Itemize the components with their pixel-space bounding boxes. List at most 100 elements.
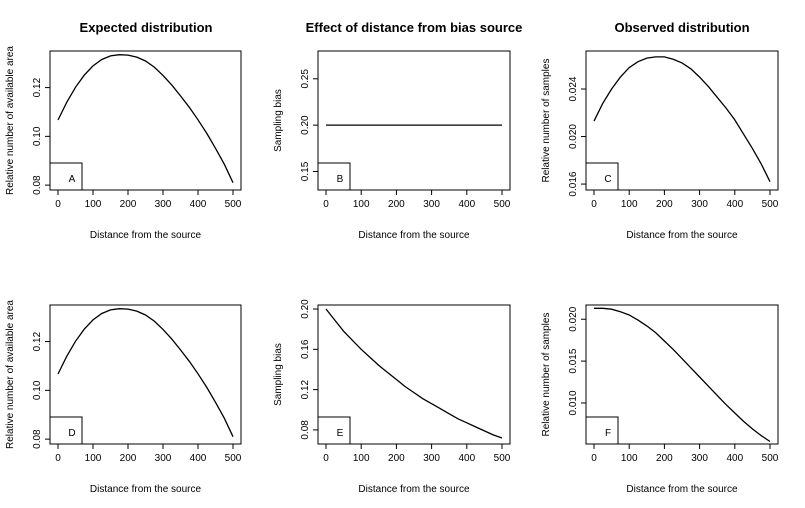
plot-frame [49, 304, 242, 445]
x-axis-title: Distance from the source [90, 484, 202, 495]
y-tick-label: 0.020 [568, 124, 579, 149]
panel-label: B [337, 174, 344, 185]
y-axis-title: Relative number of available area [5, 46, 16, 195]
x-tick-label: 0 [591, 453, 597, 464]
x-tick-label: 400 [190, 199, 207, 210]
x-axis-title: Distance from the source [90, 230, 202, 241]
x-tick-label: 200 [120, 453, 137, 464]
y-tick-label: 0.10 [32, 126, 43, 146]
x-tick-label: 300 [155, 453, 172, 464]
x-tick-label: 200 [656, 453, 673, 464]
column-title-1: Expected distribution [80, 20, 213, 35]
x-tick-label: 200 [120, 199, 137, 210]
x-axis-title: Distance from the source [626, 484, 738, 495]
y-axis-title: Relative number of samples [541, 313, 552, 437]
series-line [594, 307, 771, 443]
x-tick-label: 500 [225, 453, 242, 464]
y-tick-label: 0.12 [300, 379, 311, 399]
x-tick-label: 100 [353, 453, 370, 464]
x-tick-label: 0 [55, 199, 61, 210]
x-tick-label: 500 [762, 199, 779, 210]
panel-label: F [605, 428, 611, 439]
x-tick-label: 400 [726, 199, 743, 210]
y-tick-label: 0.12 [32, 77, 43, 97]
y-tick-label: 0.20 [300, 299, 311, 319]
y-axis-title: Sampling bias [273, 343, 284, 406]
y-tick-label: 0.010 [568, 390, 579, 415]
panel-label-box [49, 416, 83, 445]
panel-label: E [337, 428, 344, 439]
x-tick-label: 500 [494, 199, 511, 210]
panel-c: 0 100 200 300 400 500 0.016 0.020 0.024 Distance … [541, 50, 779, 241]
panel-f: 0 100 200 300 400 500 0.010 0.015 0.020 Distance … [541, 304, 779, 495]
x-tick-label: 500 [225, 199, 242, 210]
panel-label-box [317, 162, 351, 191]
x-tick-label: 0 [55, 453, 61, 464]
panel-e: 0 100 200 300 400 500 0.08 0.12 0.16 0.20 Distance… [273, 299, 511, 495]
panel-label: A [69, 174, 76, 185]
y-axis-title: Relative number of available area [5, 300, 16, 449]
x-tick-label: 300 [155, 199, 172, 210]
x-tick-label: 0 [323, 199, 329, 210]
plot-frame [585, 50, 779, 191]
series-line [57, 54, 234, 183]
x-tick-label: 500 [762, 453, 779, 464]
x-tick-label: 400 [190, 453, 207, 464]
y-tick-label: 0.024 [568, 76, 579, 101]
x-axis-title: Distance from the source [626, 230, 738, 241]
plot-frame [49, 50, 242, 191]
x-tick-label: 100 [85, 199, 102, 210]
series-line [593, 56, 771, 182]
x-tick-label: 300 [423, 453, 440, 464]
column-title-3: Observed distribution [614, 20, 749, 35]
column-title-2: Effect of distance from bias source [306, 20, 523, 35]
series-line [325, 308, 503, 439]
y-tick-label: 0.20 [300, 115, 311, 135]
panel-label-box [317, 416, 351, 445]
plot-frame [317, 304, 511, 445]
x-tick-label: 100 [621, 453, 638, 464]
y-tick-label: 0.08 [300, 420, 311, 440]
x-tick-label: 300 [691, 453, 708, 464]
y-tick-label: 0.16 [300, 339, 311, 359]
x-tick-label: 400 [458, 453, 475, 464]
x-tick-label: 0 [323, 453, 329, 464]
x-tick-label: 500 [494, 453, 511, 464]
x-tick-label: 100 [353, 199, 370, 210]
x-tick-label: 200 [388, 199, 405, 210]
plot-frame [317, 50, 511, 191]
panels-group: 0 100 200 300 400 500 0.08 0.10 0.12 Distance fro… [5, 46, 779, 495]
y-tick-label: 0.015 [568, 348, 579, 373]
plot-frame [585, 304, 779, 445]
panel-a: 0 100 200 300 400 500 0.08 0.10 0.12 Distance fro… [5, 46, 242, 241]
y-tick-label: 0.25 [300, 69, 311, 89]
y-tick-label: 0.08 [32, 175, 43, 195]
x-axis-title: Distance from the source [358, 484, 470, 495]
y-tick-label: 0.08 [32, 429, 43, 449]
x-tick-label: 100 [621, 199, 638, 210]
x-tick-label: 300 [423, 199, 440, 210]
y-axis-title: Sampling bias [273, 89, 284, 152]
panel-label-box [49, 162, 83, 191]
panel-d: 0 100 200 300 400 500 0.08 0.10 0.12 Distance fro… [5, 300, 242, 495]
x-tick-label: 200 [388, 453, 405, 464]
y-axis-title: Relative number of samples [541, 59, 552, 183]
y-tick-label: 0.12 [32, 331, 43, 351]
panel-label-box [585, 416, 619, 445]
y-tick-label: 0.10 [32, 380, 43, 400]
x-axis-title: Distance from the source [358, 230, 470, 241]
x-tick-label: 400 [726, 453, 743, 464]
y-tick-label: 0.020 [568, 306, 579, 331]
x-tick-label: 100 [85, 453, 102, 464]
x-tick-label: 300 [691, 199, 708, 210]
x-tick-label: 400 [458, 199, 475, 210]
y-tick-label: 0.016 [568, 171, 579, 196]
panel-label-box [585, 162, 619, 191]
panel-label: C [604, 174, 611, 185]
panel-label: D [68, 428, 75, 439]
series-line [57, 308, 234, 437]
x-tick-label: 0 [591, 199, 597, 210]
y-tick-label: 0.15 [300, 161, 311, 181]
x-tick-label: 200 [656, 199, 673, 210]
